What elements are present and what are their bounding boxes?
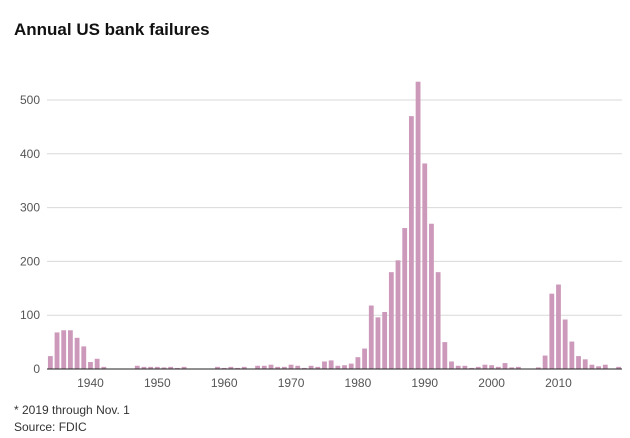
bar [288, 364, 294, 369]
y-tick-labels: 0 100 200 300 400 500 [20, 93, 40, 376]
bar [134, 365, 140, 369]
bar [462, 365, 468, 369]
bar [94, 358, 100, 369]
x-tick-label: 1940 [77, 376, 104, 390]
chart-title: Annual US bank failures [14, 20, 210, 39]
bar [168, 366, 174, 369]
bar [61, 330, 67, 369]
bar [442, 342, 448, 369]
x-tick-label: 1960 [211, 376, 238, 390]
bar [241, 366, 247, 369]
x-tick-label: 1950 [144, 376, 171, 390]
bar [355, 357, 361, 369]
bar [268, 364, 274, 369]
y-tick-label: 0 [33, 362, 40, 376]
bar [388, 272, 394, 369]
x-tick-label: 2000 [478, 376, 505, 390]
bar [161, 367, 167, 369]
bar [495, 366, 501, 369]
bar [502, 363, 508, 369]
bar [261, 365, 267, 369]
bar [54, 332, 60, 369]
bar [549, 293, 555, 369]
bar [408, 116, 414, 369]
bar [602, 364, 608, 369]
bar [335, 365, 341, 369]
bar [489, 365, 495, 369]
bar [469, 367, 474, 369]
bar [67, 330, 73, 369]
bar [475, 366, 481, 369]
bar [509, 367, 515, 369]
bar [576, 356, 581, 369]
bar [375, 317, 381, 369]
x-tick-labels: 1940 1950 1960 1970 1980 1990 2000 2010 [77, 376, 572, 390]
bar [322, 361, 327, 369]
gridlines [47, 99, 622, 316]
bar [368, 305, 374, 369]
bar [435, 272, 441, 369]
bar [174, 367, 180, 369]
bar [422, 163, 428, 369]
bar-chart: 0 100 200 300 400 500 1940 1950 1960 1970 1980 199… [20, 81, 622, 390]
bar [616, 366, 622, 369]
bar [101, 366, 107, 369]
y-tick-label: 200 [20, 254, 40, 268]
bar [515, 366, 521, 369]
bar [348, 363, 354, 369]
bar [315, 366, 321, 369]
bar [88, 362, 93, 369]
bar [154, 366, 160, 369]
bar [328, 360, 334, 369]
bar [556, 284, 561, 369]
bar [308, 365, 314, 369]
bar [275, 366, 281, 369]
bar [74, 337, 80, 369]
bar [589, 364, 595, 369]
bar [295, 365, 301, 369]
bar [562, 319, 568, 369]
bar [415, 81, 421, 370]
bar [449, 361, 454, 369]
bar [536, 367, 541, 369]
source-note: Source: FDIC [14, 420, 87, 434]
y-tick-label: 100 [20, 308, 40, 322]
bar [148, 366, 154, 369]
bar [342, 365, 347, 369]
x-tick-label: 1980 [345, 376, 372, 390]
bar [221, 367, 227, 369]
bar [455, 365, 461, 369]
y-tick-label: 300 [20, 201, 40, 215]
bar [596, 366, 601, 369]
bar [181, 366, 187, 369]
bar [569, 341, 575, 369]
bar [255, 365, 261, 369]
bar [47, 356, 53, 369]
bar [215, 366, 220, 369]
bar [235, 367, 240, 369]
bar [81, 346, 87, 369]
bar [281, 366, 287, 369]
x-tick-label: 1990 [411, 376, 438, 390]
bars [47, 81, 622, 370]
y-tick-label: 500 [20, 93, 40, 107]
bar [228, 366, 234, 369]
bar [362, 348, 367, 369]
bar [395, 260, 401, 369]
x-tick-label: 1970 [278, 376, 305, 390]
x-tick-label: 2010 [545, 376, 572, 390]
bar [382, 311, 388, 369]
bar [402, 228, 408, 369]
y-tick-label: 400 [20, 147, 40, 161]
bar [429, 223, 434, 369]
bar [542, 355, 548, 369]
bar [482, 364, 488, 369]
bar [582, 359, 588, 369]
bar [141, 366, 147, 369]
footnote: * 2019 through Nov. 1 [14, 403, 130, 417]
bar [302, 367, 307, 369]
